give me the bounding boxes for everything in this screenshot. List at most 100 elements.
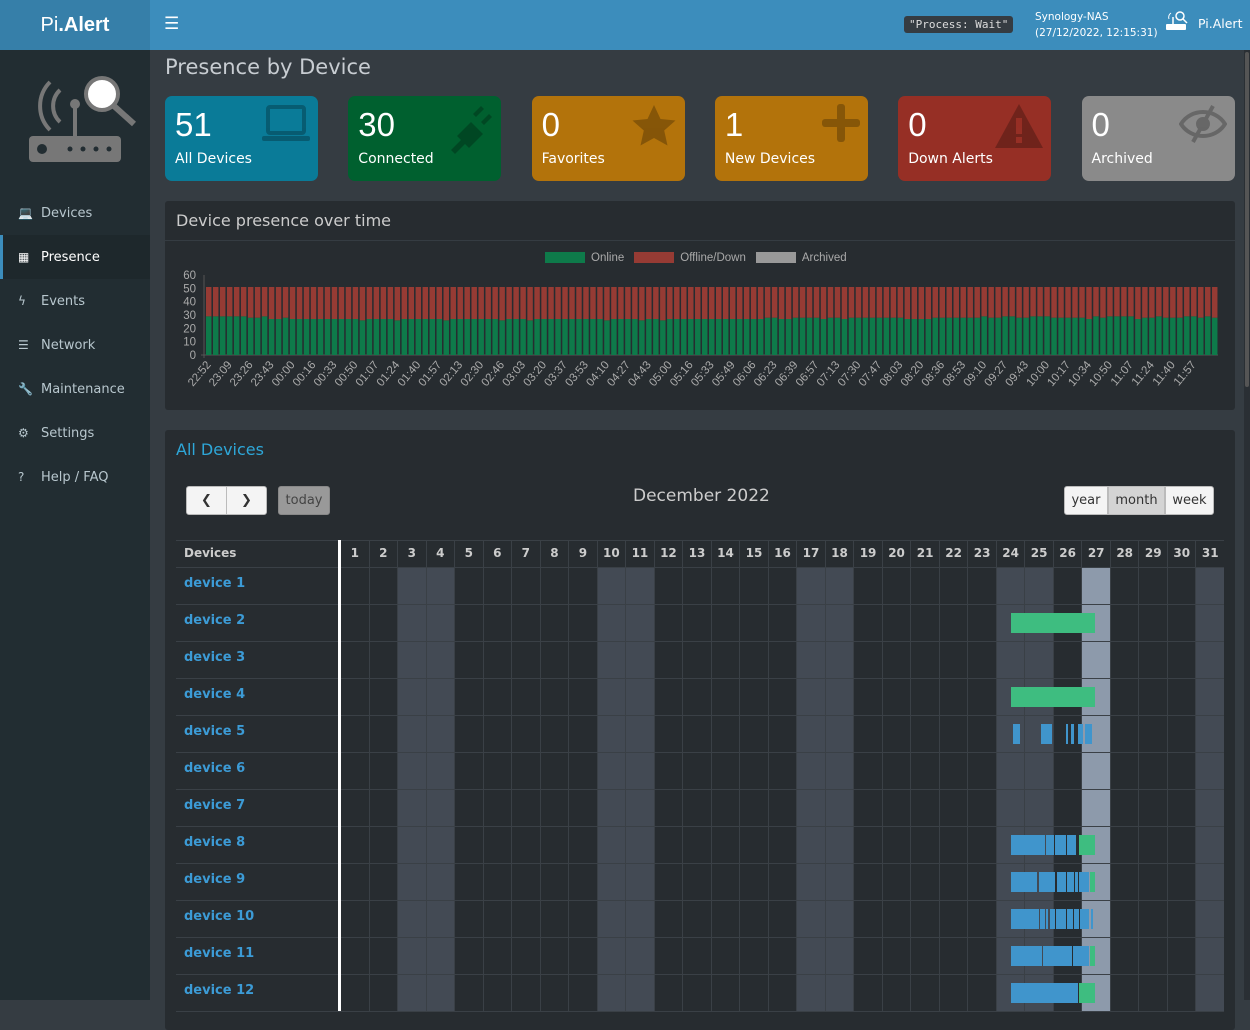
presence-event-event[interactable] xyxy=(1056,871,1067,892)
sidebar-item-settings[interactable]: ⚙ Settings xyxy=(0,411,150,455)
presence-event-online[interactable] xyxy=(1010,612,1095,633)
bar-online xyxy=(855,317,862,355)
presence-event-event[interactable] xyxy=(1010,834,1045,855)
view-week-button[interactable]: week xyxy=(1165,486,1214,515)
bars-icon[interactable]: ☰ xyxy=(164,14,180,34)
device-link[interactable]: device 9 xyxy=(184,872,246,887)
bar-online xyxy=(1135,319,1141,355)
app-logo[interactable]: Pi.Alert xyxy=(0,0,150,50)
presence-event-event[interactable] xyxy=(1072,945,1089,966)
bar-offline xyxy=(212,287,219,317)
presence-event-event[interactable] xyxy=(1049,908,1055,929)
device-link[interactable]: device 3 xyxy=(184,650,246,665)
presence-event-event[interactable] xyxy=(1066,871,1074,892)
presence-event-online[interactable] xyxy=(1089,871,1095,892)
presence-event-event[interactable] xyxy=(1010,945,1042,966)
page-scrollbar[interactable] xyxy=(1244,50,1250,1000)
presence-event-event[interactable] xyxy=(1012,723,1020,744)
prev-month-button[interactable]: ❮ xyxy=(186,486,227,515)
legend-item[interactable]: Archived xyxy=(755,252,847,264)
bar-online xyxy=(639,320,645,355)
presence-event-event[interactable] xyxy=(1039,908,1045,929)
presence-event-event[interactable] xyxy=(1084,723,1092,744)
presence-event-event[interactable] xyxy=(1074,871,1078,892)
device-link[interactable]: device 2 xyxy=(184,613,246,628)
device-link[interactable]: device 1 xyxy=(184,576,246,591)
stat-card-connected[interactable]: 30 Connected xyxy=(348,96,502,181)
sidebar-item-presence[interactable]: ▦ Presence xyxy=(0,235,150,279)
presence-event-event[interactable] xyxy=(1090,908,1093,929)
bar-online xyxy=(646,319,652,355)
grid-line xyxy=(176,900,1224,901)
device-link[interactable]: device 6 xyxy=(184,761,246,776)
day-header: 12 xyxy=(653,540,683,567)
bar-online xyxy=(946,317,952,355)
bar-online xyxy=(569,319,575,355)
presence-event-event[interactable] xyxy=(1066,908,1073,929)
plug-icon xyxy=(443,104,493,158)
stat-card-favorites[interactable]: 0 Favorites xyxy=(531,96,685,181)
legend-item[interactable]: Online xyxy=(545,252,624,264)
bar-online xyxy=(275,319,282,355)
device-link[interactable]: device 8 xyxy=(184,835,246,850)
sidebar-item-maintenance[interactable]: 🔧 Maintenance xyxy=(0,367,150,411)
stat-card-new-devices[interactable]: 1 New Devices xyxy=(714,96,868,181)
view-month-button[interactable]: month xyxy=(1108,486,1165,515)
sidebar-item-devices[interactable]: 💻 Devices xyxy=(0,191,150,235)
device-link[interactable]: device 11 xyxy=(184,946,255,961)
router-icon[interactable] xyxy=(1165,10,1189,32)
scrollbar-thumb[interactable] xyxy=(1245,52,1249,387)
presence-event-event[interactable] xyxy=(1040,723,1053,744)
bar-online xyxy=(597,319,603,355)
grid-line xyxy=(176,678,1224,679)
sidebar-item-help-faq[interactable]: ? Help / FAQ xyxy=(0,455,150,499)
sidebar-item-network[interactable]: ☰ Network xyxy=(0,323,150,367)
today-button[interactable]: today xyxy=(278,486,330,515)
presence-event-event[interactable] xyxy=(1066,834,1076,855)
presence-event-event[interactable] xyxy=(1070,723,1074,744)
bar-offline xyxy=(275,287,282,319)
presence-event-event[interactable] xyxy=(1074,908,1079,929)
presence-event-event[interactable] xyxy=(1010,871,1037,892)
presence-event-event[interactable] xyxy=(1077,723,1083,744)
presence-event-event[interactable] xyxy=(1038,871,1055,892)
device-link[interactable]: device 4 xyxy=(184,687,246,702)
presence-event-online[interactable] xyxy=(1089,945,1095,966)
bar-offline xyxy=(1030,287,1036,317)
stat-card-all-devices[interactable]: 51 All Devices xyxy=(165,96,318,181)
bar-online xyxy=(1065,317,1071,355)
view-year-button[interactable]: year xyxy=(1064,486,1108,515)
presence-event-event[interactable] xyxy=(1010,908,1039,929)
presence-event-event[interactable] xyxy=(1054,834,1066,855)
bar-offline xyxy=(695,287,701,319)
presence-event-event[interactable] xyxy=(1045,834,1055,855)
device-link[interactable]: device 10 xyxy=(184,909,255,924)
presence-event-event[interactable] xyxy=(1056,908,1066,929)
bar-online xyxy=(904,319,911,355)
device-link[interactable]: device 12 xyxy=(184,983,255,998)
stat-card-down-alerts[interactable]: 0 Down Alerts xyxy=(898,96,1052,181)
presence-event-online[interactable] xyxy=(1078,834,1095,855)
bar-online xyxy=(869,317,876,355)
presence-event-event[interactable] xyxy=(1045,908,1048,929)
bar-offline xyxy=(883,287,890,318)
sidebar-item-label: Presence xyxy=(41,249,100,265)
presence-event-online[interactable] xyxy=(1078,982,1095,1003)
presence-event-event[interactable] xyxy=(1079,908,1089,929)
next-month-button[interactable]: ❯ xyxy=(226,486,267,515)
stat-card-archived[interactable]: 0 Archived xyxy=(1081,96,1235,181)
presence-event-event[interactable] xyxy=(1010,982,1078,1003)
presence-event-event[interactable] xyxy=(1066,723,1068,744)
calendar-title[interactable]: All Devices xyxy=(176,440,264,459)
bar-online xyxy=(471,319,477,355)
user-name[interactable]: Pi.Alert xyxy=(1198,16,1243,31)
sidebar-item-events[interactable]: ϟ Events xyxy=(0,279,150,323)
presence-event-event[interactable] xyxy=(1078,871,1089,892)
device-link[interactable]: device 7 xyxy=(184,798,246,813)
presence-event-online[interactable] xyxy=(1010,686,1095,707)
day-header: 7 xyxy=(511,540,540,567)
legend-item[interactable]: Offline/Down xyxy=(634,252,746,264)
device-link[interactable]: device 5 xyxy=(184,724,246,739)
page-title: Presence by Device xyxy=(165,55,371,79)
presence-event-event[interactable] xyxy=(1042,945,1072,966)
